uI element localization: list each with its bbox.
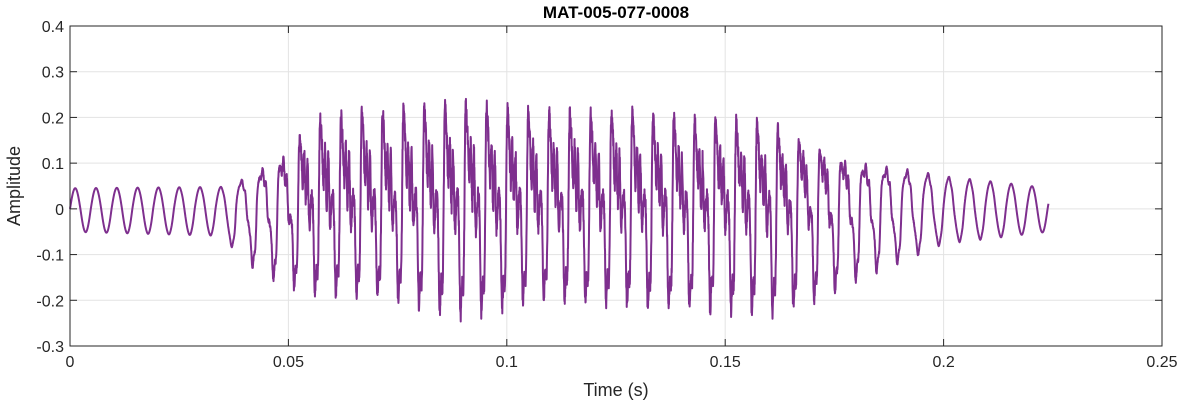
plot-background <box>70 26 1162 346</box>
signal-layer <box>69 97 1050 323</box>
axis-ticks: 0 0.05 0.1 0.15 0.2 0.25 -0.3 -0.2 -0.1 0 0.1 0.2 0.… <box>36 19 1177 371</box>
y-tick-label: -0.2 <box>36 293 64 310</box>
chart-title: MAT-005-077-0008 <box>543 3 689 22</box>
x-tick-label: 0.05 <box>273 354 304 371</box>
x-axis-label: Time (s) <box>583 380 648 400</box>
y-tick-label: 0.4 <box>42 19 64 36</box>
y-axis-label: Amplitude <box>4 146 24 226</box>
x-tick-label: 0.1 <box>496 354 518 371</box>
x-tick-label: 0.15 <box>710 354 741 371</box>
x-tick-label: 0 <box>66 354 75 371</box>
y-tick-label: 0.2 <box>42 110 64 127</box>
y-tick-label: 0.1 <box>42 156 64 173</box>
y-tick-label: -0.3 <box>36 339 64 356</box>
y-tick-label: 0.3 <box>42 65 64 82</box>
x-tick-label: 0.2 <box>932 354 954 371</box>
x-tick-label: 0.25 <box>1146 354 1177 371</box>
y-tick-label: 0 <box>55 202 64 219</box>
series-line <box>69 97 1050 323</box>
axes-box <box>69 25 1163 347</box>
y-tick-label: -0.1 <box>36 248 64 265</box>
